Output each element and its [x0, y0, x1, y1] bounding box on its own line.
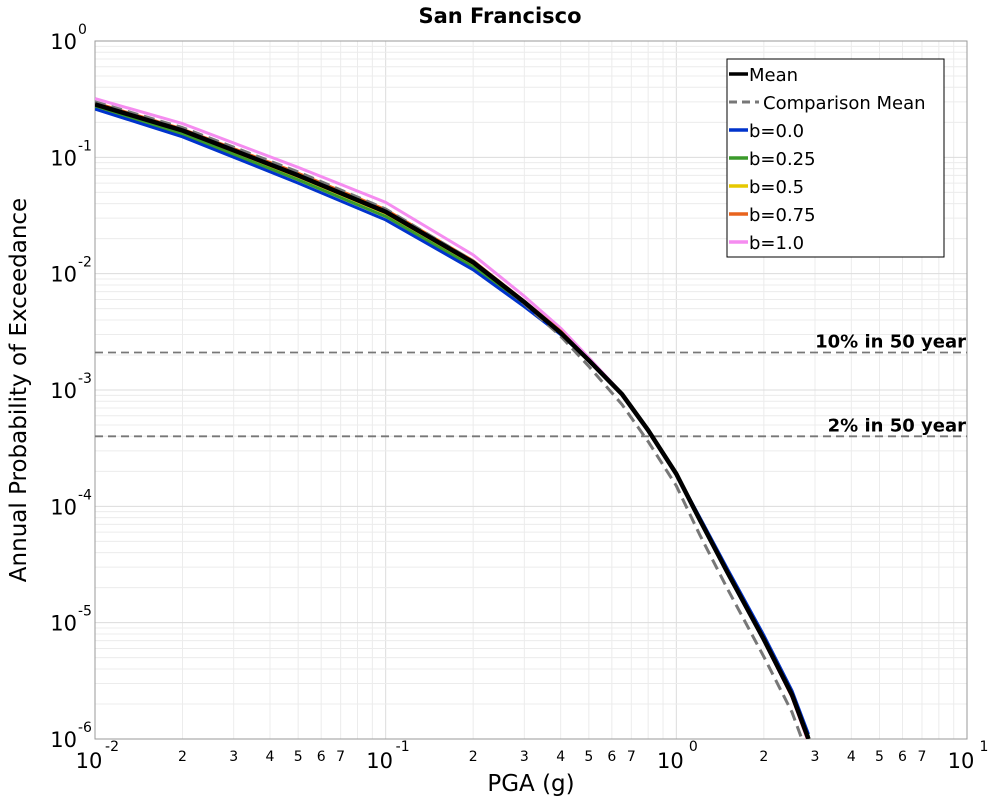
x-minor-tick-label: 2 [759, 749, 768, 765]
series-line-comparison-mean [95, 100, 804, 739]
plot-frame [94, 40, 968, 740]
y-tick-label: 10 [50, 146, 77, 170]
y-tick-label: 10 [50, 612, 77, 636]
y-tick-label: 10 [50, 495, 77, 519]
y-tick-exponent: -6 [78, 720, 92, 736]
x-tick-label: 10 [76, 749, 103, 773]
series-line-b-0-75 [95, 101, 810, 739]
y-tick-label: 10 [50, 379, 77, 403]
legend-box [726, 58, 945, 258]
x-minor-tick-label: 3 [520, 749, 529, 765]
series-lines [95, 97, 811, 739]
y-tick-exponent: -2 [78, 255, 92, 271]
y-tick-label: 10 [50, 728, 77, 752]
y-tick-exponent: -3 [78, 371, 92, 387]
legend-label: b=0.25 [749, 149, 816, 170]
y-tick-exponent: -5 [78, 604, 92, 620]
series-line-mean [95, 102, 811, 739]
series-line-b-1-0 [95, 97, 809, 739]
legend: Mean Comparison Mean b=0.0 b=0.25 b=0.5 b=0.7… [726, 58, 945, 258]
x-minor-tick-label: 4 [847, 749, 856, 765]
x-tick-exponent: 1 [980, 739, 989, 755]
reference-line-label: 2% in 50 year [828, 415, 966, 436]
x-minor-tick-label: 5 [584, 749, 593, 765]
legend-label: b=0.75 [749, 205, 816, 226]
x-minor-tick-label: 2 [178, 749, 187, 765]
x-tick-exponent: 0 [689, 739, 698, 755]
x-minor-tick-label: 6 [898, 749, 907, 765]
x-minor-tick-label: 5 [294, 749, 303, 765]
y-tick-exponent: -1 [78, 138, 92, 154]
x-tick-label: 10 [948, 749, 975, 773]
x-tick-label: 10 [657, 749, 684, 773]
series-line-b-0-25 [95, 105, 810, 738]
reference-lines: 10% in 50 year 2% in 50 year [95, 332, 967, 438]
x-minor-tick-label: 4 [556, 749, 565, 765]
x-minor-tick-label: 6 [317, 749, 326, 765]
x-minor-tick-label: 3 [811, 749, 820, 765]
reference-line-label: 10% in 50 year [815, 332, 966, 353]
x-minor-tick-label: 5 [875, 749, 884, 765]
x-tick-exponent: -1 [396, 739, 410, 755]
x-minor-tick-label: 7 [627, 749, 636, 765]
legend-label: b=0.5 [749, 177, 804, 198]
x-axis-label: PGA (g) [487, 771, 574, 797]
x-tick-exponent: -2 [105, 739, 119, 755]
x-tick-label: 10 [366, 749, 393, 773]
series-line-b-0-5 [95, 103, 810, 739]
legend-label: b=1.0 [749, 233, 804, 254]
y-axis-label: Annual Probability of Exceedance [6, 198, 32, 582]
chart-title: San Francisco [418, 4, 581, 28]
x-minor-tick-label: 7 [336, 749, 345, 765]
x-minor-tick-label: 6 [607, 749, 616, 765]
legend-label: Comparison Mean [763, 93, 926, 114]
y-tick-exponent: -4 [78, 487, 92, 503]
x-minor-tick-label: 4 [266, 749, 275, 765]
y-tick-label: 10 [50, 263, 77, 287]
y-tick-label: 10 [50, 30, 77, 54]
x-minor-tick-label: 7 [918, 749, 927, 765]
x-minor-tick-label: 2 [469, 749, 478, 765]
y-tick-exponent: 0 [78, 22, 87, 38]
grid [95, 41, 967, 739]
legend-label: Mean [749, 65, 798, 86]
x-minor-tick-label: 3 [229, 749, 238, 765]
legend-label: b=0.0 [749, 121, 804, 142]
